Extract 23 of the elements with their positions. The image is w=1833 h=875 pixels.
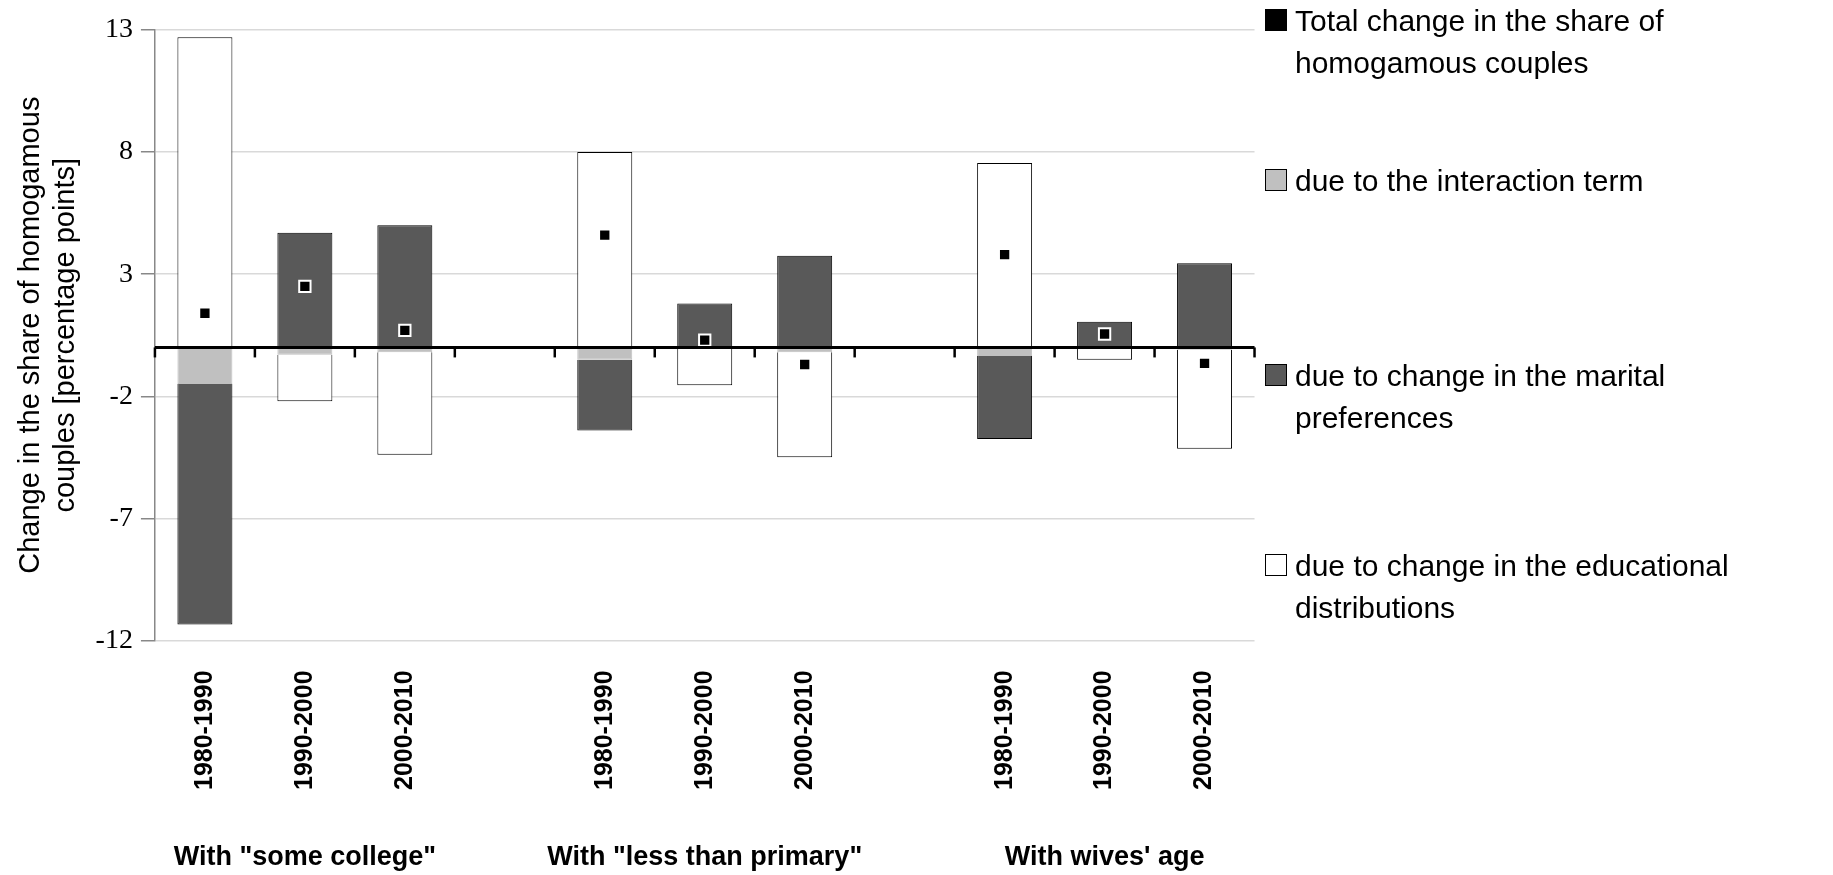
y-tick-label: -2	[109, 378, 133, 410]
y-tick-label: 8	[118, 134, 133, 166]
legend-label: due to change in the marital preferences	[1295, 358, 1667, 436]
x-tick-label: 1990-2000	[288, 670, 317, 791]
text: With "less than primary"	[547, 841, 863, 871]
y-tick-label: 13	[104, 12, 133, 44]
text: With "some college"	[173, 841, 437, 871]
x-tick-label: 1990-2000	[688, 670, 717, 791]
y-tick-label: -7	[109, 500, 133, 532]
x-tick-label: 1980-1990	[188, 670, 217, 791]
x-tick-label: 2000-2010	[388, 670, 417, 791]
x-tick-label: 2000-2010	[788, 670, 817, 791]
legend-label: due to the interaction term	[1295, 163, 1644, 199]
legend-label: due to change in the educational distributions	[1295, 548, 1730, 626]
x-tick-label: 2000-2010	[1188, 670, 1217, 791]
legend-label: Total change in the share of homogamous couples	[1295, 3, 1665, 81]
y-tick-label: -12	[95, 622, 133, 654]
x-tick-label: 1980-1990	[988, 670, 1017, 791]
y-tick-label: 3	[118, 256, 133, 288]
y-axis-title: Change in the share of homogamous couples [percentage points]	[13, 96, 81, 574]
text: With wives' age	[1004, 841, 1205, 871]
x-tick-label: 1990-2000	[1088, 670, 1117, 791]
x-tick-label: 1980-1990	[588, 670, 617, 791]
